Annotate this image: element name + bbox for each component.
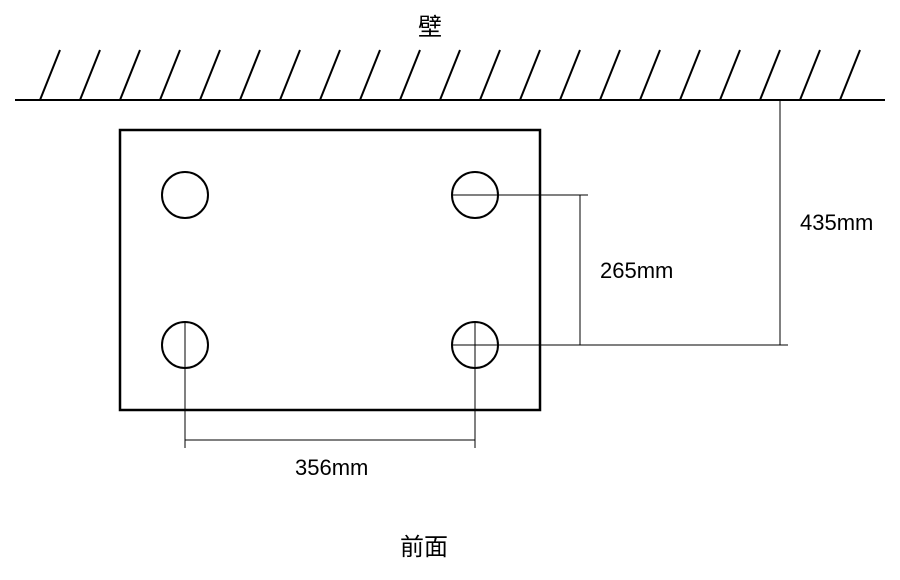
wall-label: 壁 <box>418 14 442 41</box>
plate-holes <box>162 172 498 368</box>
front-label: 前面 <box>400 534 448 561</box>
wall-hatch <box>40 50 860 100</box>
dim-hole-pitch-y-value: 265mm <box>600 258 673 283</box>
dim-hole-pitch-x-value: 356mm <box>295 455 368 480</box>
dim-depth-from-wall-value: 435mm <box>800 210 873 235</box>
dim-hole-pitch-x <box>185 322 475 448</box>
plate-hole <box>162 172 208 218</box>
dim-depth-from-wall <box>540 100 788 345</box>
